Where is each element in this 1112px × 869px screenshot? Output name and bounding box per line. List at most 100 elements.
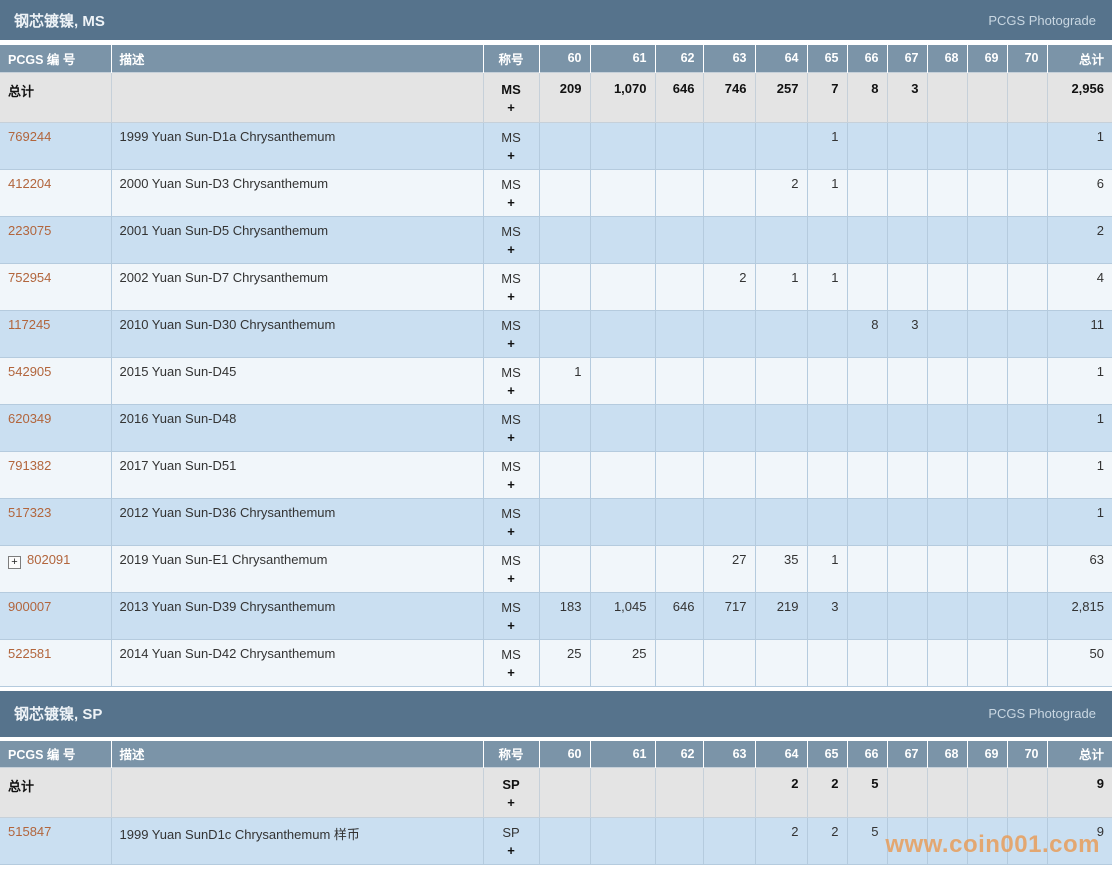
grade-value-cell	[654, 262, 704, 311]
column-header-1: 描述	[110, 45, 483, 72]
pcgs-number-cell: 791382	[0, 450, 112, 499]
column-header-12: 69	[966, 45, 1007, 72]
grade-value-cell	[886, 497, 928, 546]
population-table-sp: PCGS 编 号描述 称号 60 61 62 63 64 65 66 67 68 69 70 总计 总计 S…	[0, 740, 1112, 865]
grade-value-cell	[886, 121, 928, 170]
grade-value-cell: 717	[702, 591, 756, 640]
pcgs-number-link[interactable]: 900007	[8, 598, 52, 614]
pcgs-number-link[interactable]: 620349	[8, 410, 52, 426]
grade-value-cell	[538, 121, 591, 170]
total-grade-value: 9	[1046, 767, 1112, 818]
column-header-5: 62	[654, 740, 703, 768]
grade-value-cell	[1006, 215, 1048, 264]
grade-value-cell	[966, 591, 1008, 640]
grade-value-cell: 1	[538, 356, 591, 405]
grade-value-cell	[926, 817, 968, 865]
column-header-7: 64	[754, 45, 807, 72]
plus-designation-label: +	[507, 843, 515, 858]
grade-value-cell	[886, 544, 928, 593]
column-header-13: 70	[1006, 740, 1047, 768]
total-grade-value	[702, 767, 756, 818]
grade-value-cell: 1	[1046, 356, 1112, 405]
pcgs-number-link[interactable]: 412204	[8, 175, 52, 191]
grade-value-cell	[806, 309, 848, 358]
grade-value-cell	[886, 262, 928, 311]
photograde-link[interactable]: PCGS Photograde	[988, 12, 1096, 28]
pcgs-number-link[interactable]: 542905	[8, 363, 52, 379]
pcgs-number-link[interactable]: 769244	[8, 128, 52, 144]
column-header-4: 61	[589, 740, 655, 768]
designation-cell: MS +	[482, 591, 540, 640]
grade-value-cell	[654, 356, 704, 405]
column-header-7: 64	[754, 740, 807, 768]
description-cell: 2016 Yuan Sun-D48	[110, 403, 484, 452]
pcgs-number-link[interactable]: 117245	[8, 316, 51, 332]
grade-value-cell: 646	[654, 591, 704, 640]
pcgs-number-cell: 223075	[0, 215, 112, 264]
grade-value-cell	[702, 168, 756, 217]
pcgs-number-link[interactable]: 223075	[8, 222, 52, 238]
designation-cell: MS +	[482, 497, 540, 546]
expand-icon[interactable]: +	[8, 555, 21, 569]
designation-label: MS	[501, 317, 521, 333]
grade-value-cell	[654, 638, 704, 687]
grade-value-cell	[806, 215, 848, 264]
grade-value-cell	[1006, 638, 1048, 687]
grade-value-cell	[589, 817, 656, 865]
grade-value-cell: 219	[754, 591, 808, 640]
grade-value-cell	[654, 450, 704, 499]
grade-value-cell	[1006, 450, 1048, 499]
grade-value-cell	[754, 638, 808, 687]
column-header-2: 称号	[482, 740, 539, 768]
description-cell: 2017 Yuan Sun-D51	[110, 450, 484, 499]
grade-value-cell	[1006, 403, 1048, 452]
total-grade-value	[926, 767, 968, 818]
total-grade-value	[654, 767, 704, 818]
grade-value-cell	[846, 450, 888, 499]
designation-cell: MS +	[482, 638, 540, 687]
column-header-11: 68	[926, 45, 967, 72]
grade-value-cell	[846, 121, 888, 170]
pcgs-number-link[interactable]: 802091	[27, 551, 71, 567]
photograde-link[interactable]: PCGS Photograde	[988, 706, 1096, 721]
grade-value-cell: 1	[806, 262, 848, 311]
pcgs-number-link[interactable]: 517323	[8, 504, 52, 520]
grade-value-cell	[926, 544, 968, 593]
grade-value-cell	[886, 215, 928, 264]
grade-value-cell: 9	[1046, 817, 1112, 865]
grade-value-cell	[1006, 262, 1048, 311]
designation-cell: MS +	[482, 262, 540, 311]
designation-label: MS	[501, 552, 521, 568]
column-header-13: 70	[1006, 45, 1047, 72]
column-header-1: 描述	[110, 740, 483, 768]
grade-value-cell	[806, 403, 848, 452]
plus-designation-label: +	[507, 664, 515, 680]
grade-value-cell	[1006, 121, 1048, 170]
grade-value-cell	[538, 817, 591, 865]
pcgs-number-link[interactable]: 522581	[8, 645, 52, 661]
pcgs-number-link[interactable]: 752954	[8, 269, 52, 285]
pcgs-number-link[interactable]: 515847	[8, 824, 52, 839]
grade-value-cell	[846, 638, 888, 687]
description-cell: 2012 Yuan Sun-D36 Chrysanthemum	[110, 497, 484, 546]
plus-designation-label: +	[507, 429, 515, 445]
table-row: 117245 2010 Yuan Sun-D30 Chrysanthemum MS +…	[0, 309, 1112, 358]
pcgs-number-link[interactable]: 791382	[8, 457, 52, 473]
designation-label: MS	[501, 364, 521, 380]
grade-value-cell	[966, 497, 1008, 546]
grade-value-cell	[702, 121, 756, 170]
grade-value-cell	[886, 450, 928, 499]
description-cell: 2015 Yuan Sun-D45	[110, 356, 484, 405]
grade-value-cell	[846, 591, 888, 640]
grade-value-cell	[702, 450, 756, 499]
designation-cell: MS +	[482, 121, 540, 170]
grade-value-cell	[702, 215, 756, 264]
designation-label: SP	[502, 825, 520, 840]
table-row: +802091 2019 Yuan Sun-E1 Chrysanthemum MS +…	[0, 544, 1112, 593]
totals-label: 总计	[0, 71, 112, 123]
grade-value-cell	[926, 450, 968, 499]
total-grade-value	[886, 767, 928, 818]
table-row: 412204 2000 Yuan Sun-D3 Chrysanthemum MS +2…	[0, 168, 1112, 217]
grade-value-cell	[926, 356, 968, 405]
pcgs-number-cell: 900007	[0, 591, 112, 640]
